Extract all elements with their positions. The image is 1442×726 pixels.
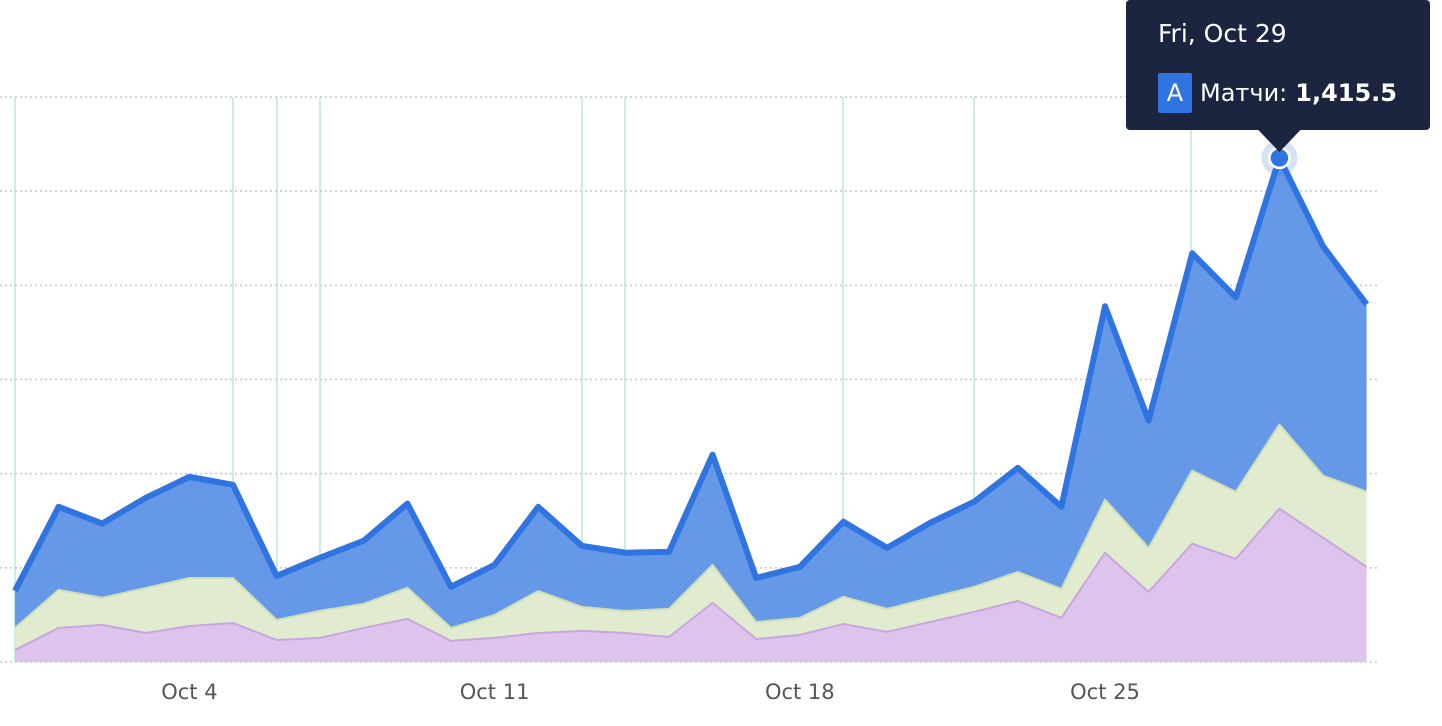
area-line [12, 154, 1370, 593]
area-fill [15, 508, 1367, 662]
area-line [14, 507, 1368, 651]
x-tick-label: Oct 4 [161, 680, 217, 704]
area-fill [15, 157, 1367, 628]
tooltip-box [1126, 0, 1430, 130]
tooltip-pointer [1257, 129, 1302, 152]
area-line [14, 423, 1367, 629]
tooltip-label: Матчи: 1,415.5 [1200, 79, 1397, 107]
tooltip-badge [1158, 73, 1192, 113]
tooltip-value: 1,415.5 [1295, 79, 1397, 107]
x-tick-label: Oct 11 [460, 680, 530, 704]
tooltip-series: Матчи: [1200, 79, 1287, 107]
tooltip: Fri, Oct 29 A Матчи: 1,415.5 [1126, 0, 1430, 152]
x-tick-label: Oct 25 [1070, 680, 1140, 704]
area-fill [15, 424, 1367, 650]
tooltip-badge-text: A [1167, 79, 1184, 107]
tooltip-title: Fri, Oct 29 [1158, 19, 1287, 48]
x-tick-label: Oct 18 [765, 680, 835, 704]
